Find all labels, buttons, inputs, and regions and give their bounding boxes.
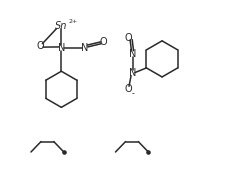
Text: N: N bbox=[129, 49, 136, 59]
Text: -: - bbox=[132, 89, 135, 98]
Text: 2+: 2+ bbox=[69, 19, 78, 24]
Text: N: N bbox=[129, 68, 136, 78]
Text: N: N bbox=[58, 44, 65, 53]
Text: Sn: Sn bbox=[55, 21, 67, 31]
Text: O: O bbox=[124, 33, 132, 43]
Text: O: O bbox=[124, 84, 132, 94]
Text: O: O bbox=[99, 37, 107, 47]
Text: N: N bbox=[81, 44, 89, 53]
Text: O: O bbox=[37, 41, 44, 51]
